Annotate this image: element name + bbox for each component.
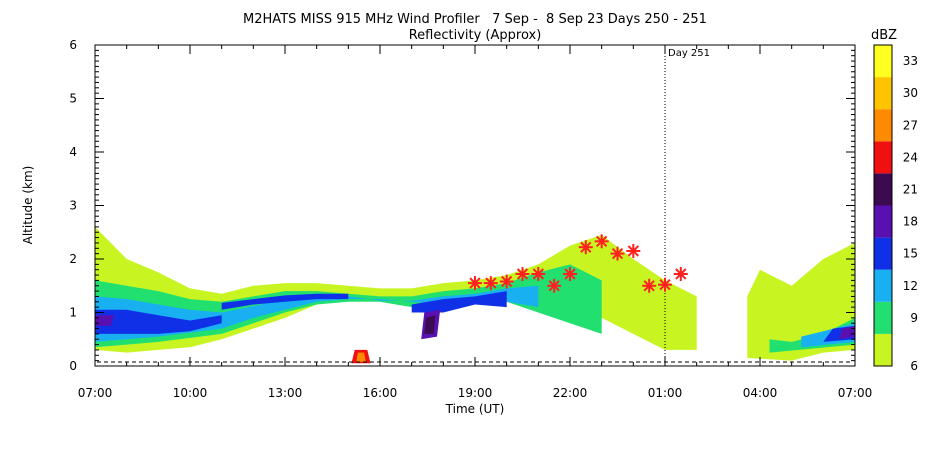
colorbar-tick-label: 9 xyxy=(910,311,918,325)
marker-point-11 xyxy=(642,278,657,293)
colorbar-tick-label: 27 xyxy=(903,118,918,132)
colorbar-tick-label: 30 xyxy=(903,86,918,100)
chart-subtitle: Reflectivity (Approx) xyxy=(409,28,542,43)
marker-point-1 xyxy=(483,276,498,291)
x-tick-label: 22:00 xyxy=(553,386,588,400)
reflectivity-field xyxy=(95,226,855,364)
x-tick-label: 19:00 xyxy=(458,386,493,400)
marker-point-10 xyxy=(626,244,641,258)
colorbar: 6 9 12 15 18 21 24 27 30 33 xyxy=(873,44,918,373)
y-tick-label: 0 xyxy=(69,359,77,373)
marker-point-2 xyxy=(499,274,514,289)
marker-point-4 xyxy=(531,267,546,281)
marker-point-12 xyxy=(658,277,672,292)
x-axis-label: Time (UT) xyxy=(445,402,505,416)
reflectivity-region-4-2 xyxy=(839,325,855,340)
colorbar-swatch-5 xyxy=(874,173,892,206)
y-tick-label: 1 xyxy=(69,306,77,320)
colorbar-swatch-2 xyxy=(874,269,892,302)
marker-point-5 xyxy=(547,278,562,293)
x-tick-label: 10:00 xyxy=(173,386,208,400)
marker-point-13 xyxy=(673,267,688,281)
axes: 07:00 10:00 13:00 16:00 19:00 22:00 01:00 04:00… xyxy=(69,38,872,400)
colorbar-swatch-0 xyxy=(874,333,892,366)
colorbar-frame xyxy=(873,44,893,367)
colorbar-swatch-7 xyxy=(874,109,892,142)
colorbar-swatch-8 xyxy=(874,77,892,110)
day-marker-label: Day 251 xyxy=(668,48,710,59)
marker-point-3 xyxy=(515,267,530,281)
day-marker: Day 251 xyxy=(664,47,710,366)
x-tick-label: 16:00 xyxy=(363,386,398,400)
y-tick-label: 4 xyxy=(69,145,77,159)
colorbar-tick-label: 15 xyxy=(903,247,918,261)
reflectivity-region-3-1 xyxy=(221,293,349,310)
reflectivity-region-3-2 xyxy=(411,291,507,313)
y-tick-label: 3 xyxy=(69,199,77,213)
marker-point-8 xyxy=(594,234,609,249)
marker-point-9 xyxy=(610,246,625,261)
colorbar-tick-label: 6 xyxy=(910,359,918,373)
y-axis-label: Altitude (km) xyxy=(21,166,35,245)
reflectivity-region-5-0 xyxy=(424,315,436,334)
x-tick-label: 01:00 xyxy=(648,386,683,400)
y-tick-label: 5 xyxy=(69,92,77,106)
colorbar-swatch-4 xyxy=(874,205,892,238)
colorbar-tick-label: 18 xyxy=(903,215,918,229)
colorbar-tick-label: 12 xyxy=(903,279,918,293)
colorbar-tick-label: 24 xyxy=(903,150,918,164)
x-tick-label: 07:00 xyxy=(838,386,873,400)
colorbar-swatch-3 xyxy=(874,237,892,270)
reflectivity-region-2-0 xyxy=(95,285,539,342)
colorbar-title: dBZ xyxy=(871,28,897,43)
reflectivity-region-7-0 xyxy=(356,352,366,362)
marker-point-0 xyxy=(468,276,482,291)
colorbar-tick-label: 21 xyxy=(903,182,918,196)
x-tick-label: 13:00 xyxy=(268,386,303,400)
reflectivity-region-4-0 xyxy=(95,315,114,326)
x-tick-label: 04:00 xyxy=(743,386,778,400)
colorbar-swatch-6 xyxy=(874,141,892,174)
wind-marker-series xyxy=(468,234,688,293)
reflectivity-region-3-0 xyxy=(95,309,222,334)
colorbar-swatch-9 xyxy=(874,45,892,78)
y-tick-label: 6 xyxy=(69,38,77,52)
colorbar-swatch-1 xyxy=(874,301,892,334)
colorbar-tick-label: 33 xyxy=(903,54,918,68)
y-tick-label: 2 xyxy=(69,252,77,266)
chart-title: M2HATS MISS 915 MHz Wind Profiler 7 Sep … xyxy=(243,12,707,27)
marker-point-6 xyxy=(563,267,577,281)
marker-point-7 xyxy=(578,240,593,255)
x-tick-label: 07:00 xyxy=(78,386,113,400)
